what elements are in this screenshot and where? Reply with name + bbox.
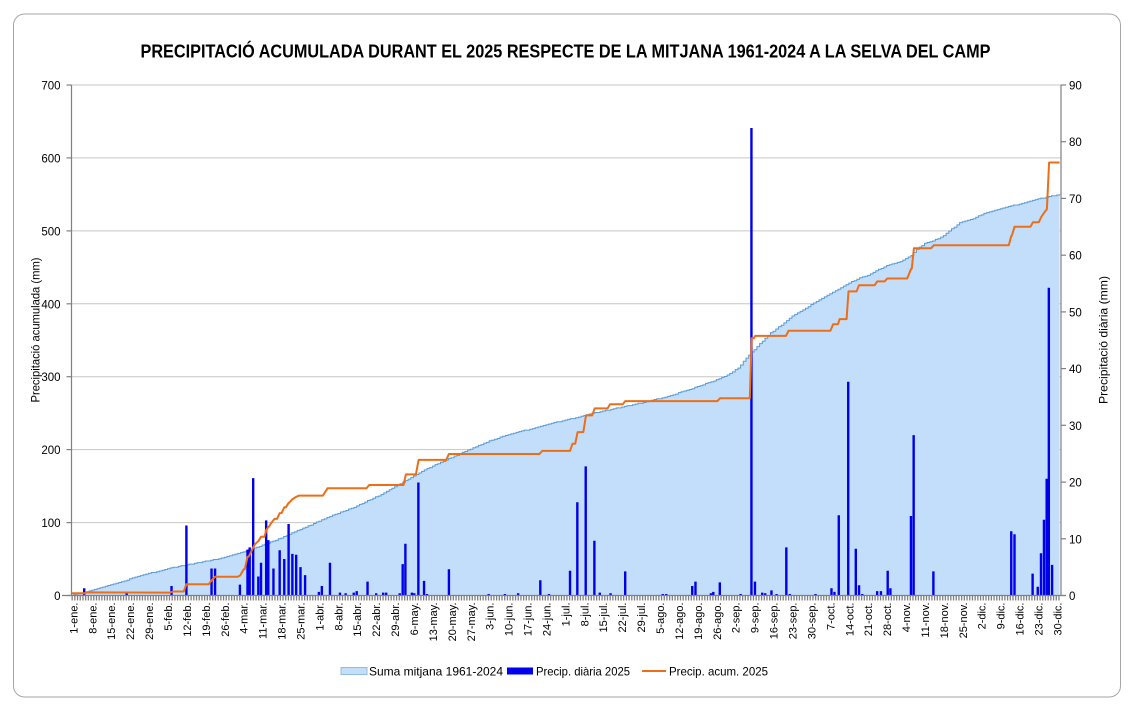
svg-text:21-oct.: 21-oct. (863, 603, 875, 637)
svg-text:Precip. acum. 2025: Precip. acum. 2025 (669, 665, 768, 679)
svg-text:9-sep.: 9-sep. (750, 603, 762, 634)
svg-text:18-nov.: 18-nov. (939, 603, 951, 639)
svg-text:0: 0 (54, 591, 60, 603)
svg-text:8-ene.: 8-ene. (87, 603, 99, 634)
svg-text:19-ago.: 19-ago. (693, 603, 705, 640)
svg-text:1-abr.: 1-abr. (314, 603, 326, 631)
svg-text:13-may.: 13-may. (428, 603, 440, 642)
svg-text:16-sep.: 16-sep. (769, 603, 781, 640)
svg-text:18-mar.: 18-mar. (277, 603, 289, 640)
svg-text:12-ago.: 12-ago. (674, 603, 686, 640)
svg-text:14-oct.: 14-oct. (844, 603, 856, 637)
svg-text:22-abr.: 22-abr. (371, 603, 383, 637)
svg-text:50: 50 (1069, 307, 1082, 319)
svg-text:24-jun.: 24-jun. (542, 603, 554, 637)
svg-text:15-jul.: 15-jul. (598, 603, 610, 633)
svg-text:8-abr.: 8-abr. (333, 603, 345, 631)
svg-text:3-jun.: 3-jun. (485, 603, 497, 631)
svg-text:90: 90 (1069, 81, 1082, 93)
svg-text:22-ene.: 22-ene. (125, 603, 137, 640)
svg-text:20-may.: 20-may. (447, 603, 459, 642)
svg-text:29-ene.: 29-ene. (144, 603, 156, 640)
svg-text:22-jul.: 22-jul. (617, 603, 629, 633)
svg-text:25-mar.: 25-mar. (296, 603, 308, 640)
svg-text:12-feb.: 12-feb. (182, 603, 194, 637)
svg-text:Precip. diària 2025: Precip. diària 2025 (536, 665, 630, 679)
svg-text:Precipitació acumulada (mm): Precipitació acumulada (mm) (29, 258, 43, 403)
svg-text:10: 10 (1069, 534, 1082, 546)
svg-text:17-jun.: 17-jun. (523, 603, 535, 637)
svg-text:70: 70 (1069, 194, 1082, 206)
svg-text:200: 200 (41, 445, 60, 457)
svg-text:25-nov.: 25-nov. (958, 603, 970, 639)
svg-text:100: 100 (41, 518, 60, 530)
svg-text:4-mar.: 4-mar. (239, 603, 251, 634)
svg-text:15-abr.: 15-abr. (352, 603, 364, 637)
svg-text:9-dic.: 9-dic. (996, 603, 1008, 630)
svg-text:11-nov.: 11-nov. (920, 603, 932, 638)
svg-text:40: 40 (1069, 364, 1082, 376)
svg-text:10-jun.: 10-jun. (504, 603, 516, 637)
svg-text:7-oct.: 7-oct. (825, 603, 837, 631)
svg-text:15-ene.: 15-ene. (106, 603, 118, 640)
svg-text:20: 20 (1069, 478, 1082, 490)
svg-text:Suma mitjana 1961-2024: Suma mitjana 1961-2024 (369, 665, 503, 679)
svg-text:5-ago.: 5-ago. (655, 603, 667, 634)
svg-text:30-sep.: 30-sep. (806, 603, 818, 640)
svg-text:29-abr.: 29-abr. (390, 603, 402, 637)
svg-text:1-ene.: 1-ene. (68, 603, 80, 634)
svg-text:600: 600 (41, 153, 60, 165)
svg-text:2-sep.: 2-sep. (731, 603, 743, 634)
svg-text:29-jul.: 29-jul. (636, 603, 648, 633)
svg-text:28-oct.: 28-oct. (882, 603, 894, 637)
svg-text:11-mar.: 11-mar. (258, 603, 270, 639)
svg-text:16-dic.: 16-dic. (1015, 603, 1027, 636)
svg-text:PRECIPITACIÓ ACUMULADA DURANT: PRECIPITACIÓ ACUMULADA DURANT EL 2025 RE… (141, 41, 991, 62)
svg-text:80: 80 (1069, 137, 1082, 149)
svg-text:27-may.: 27-may. (466, 603, 478, 642)
svg-text:4-nov.: 4-nov. (901, 603, 913, 633)
svg-text:23-sep.: 23-sep. (788, 603, 800, 640)
svg-text:30: 30 (1069, 421, 1082, 433)
svg-text:8-jul.: 8-jul. (579, 603, 591, 627)
svg-text:700: 700 (41, 81, 60, 93)
svg-text:26-ago.: 26-ago. (712, 603, 724, 640)
svg-text:1-jul.: 1-jul. (560, 603, 572, 627)
svg-text:0: 0 (1069, 591, 1075, 603)
svg-text:300: 300 (41, 372, 60, 384)
svg-text:19-feb.: 19-feb. (201, 603, 213, 637)
svg-text:Precipitació diària (mm): Precipitació diària (mm) (1097, 276, 1111, 404)
svg-text:23-dic.: 23-dic. (1034, 603, 1046, 636)
svg-text:30-dic.: 30-dic. (1052, 603, 1064, 636)
svg-text:60: 60 (1069, 251, 1082, 263)
svg-text:400: 400 (41, 299, 60, 311)
svg-text:2-dic.: 2-dic. (977, 603, 989, 630)
svg-text:500: 500 (41, 226, 60, 238)
svg-text:26-feb.: 26-feb. (220, 603, 232, 637)
svg-text:6-may.: 6-may. (409, 603, 421, 636)
svg-text:5-feb.: 5-feb. (163, 603, 175, 631)
